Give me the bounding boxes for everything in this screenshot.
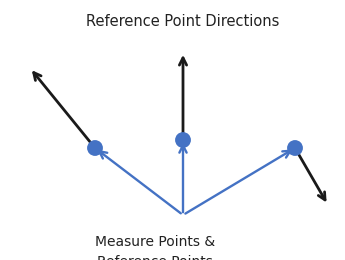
Text: Reference Point Directions: Reference Point Directions [86, 14, 280, 29]
Point [180, 138, 186, 142]
Point [292, 146, 298, 150]
Point [92, 146, 98, 150]
Text: Measure Points &
Reference Points: Measure Points & Reference Points [95, 235, 215, 260]
